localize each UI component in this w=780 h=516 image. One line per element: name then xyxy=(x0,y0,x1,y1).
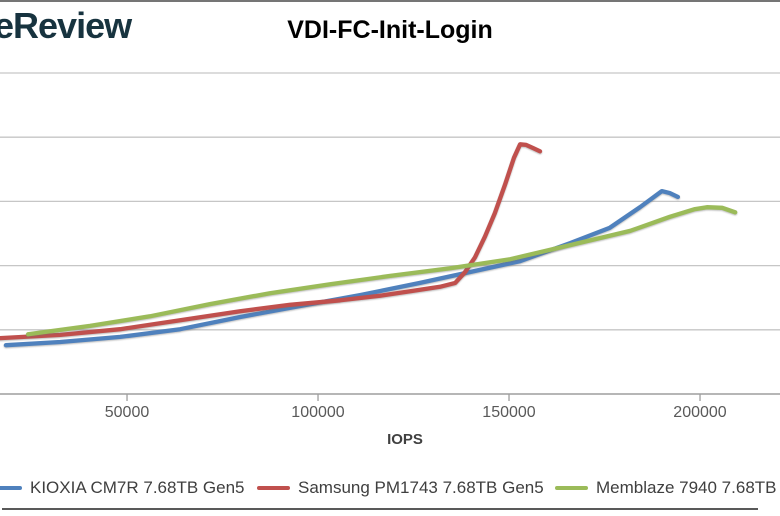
legend-label-memblaze: Memblaze 7940 7.68TB Gen5 xyxy=(596,478,780,497)
legend-item-kioxia: KIOXIA CM7R 7.68TB Gen5 xyxy=(0,477,244,499)
top-border xyxy=(0,0,780,2)
legend-label-kioxia: KIOXIA CM7R 7.68TB Gen5 xyxy=(30,478,245,497)
storagereview-logo: eReview xyxy=(0,5,132,46)
legend-label-samsung: Samsung PM1743 7.68TB Gen5 xyxy=(298,478,544,497)
legend: KIOXIA CM7R 7.68TB Gen5 Samsung PM1743 7… xyxy=(0,477,780,499)
bottom-border xyxy=(2,508,758,510)
legend-swatch-memblaze xyxy=(555,486,588,490)
series-line-memblaze xyxy=(25,205,738,337)
legend-item-samsung: Samsung PM1743 7.68TB Gen5 xyxy=(257,477,544,499)
series-line-kioxia xyxy=(3,188,681,348)
x-tick-label: 200000 xyxy=(673,404,727,421)
legend-item-memblaze: Memblaze 7940 7.68TB Gen5 xyxy=(555,477,780,499)
chart-title: VDI-FC-Init-Login xyxy=(287,16,493,44)
legend-swatch-kioxia xyxy=(0,486,22,490)
x-axis-title: IOPS xyxy=(387,431,423,448)
x-tick-label: 50000 xyxy=(104,404,150,421)
series-line-samsung xyxy=(0,142,543,341)
legend-swatch-samsung xyxy=(257,486,290,490)
x-tick-label: 100000 xyxy=(291,404,345,421)
x-tick-label: 150000 xyxy=(482,404,536,421)
